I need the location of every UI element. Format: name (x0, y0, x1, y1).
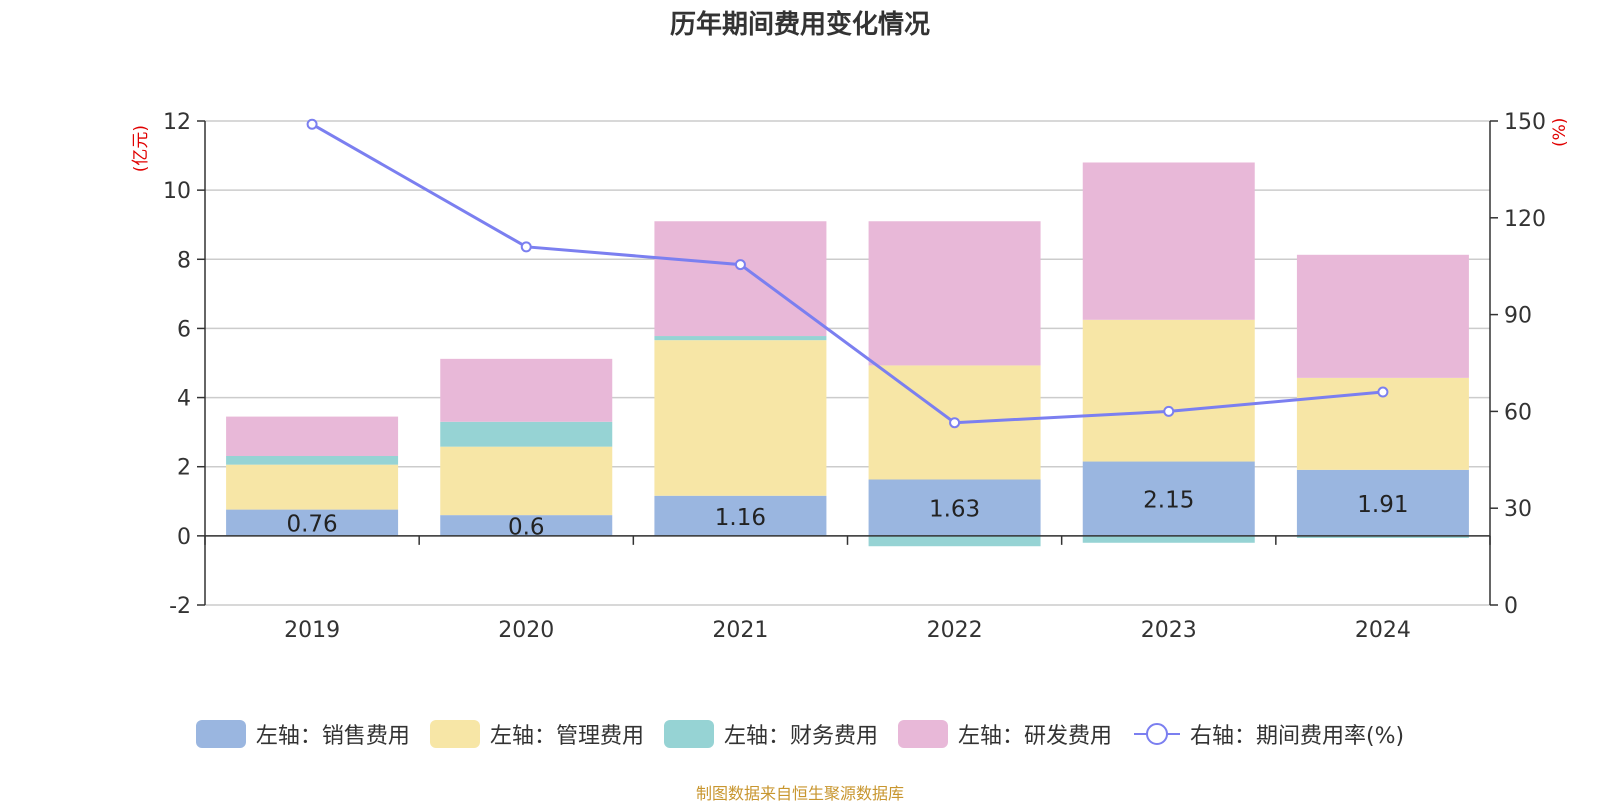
x-tick-label: 2022 (927, 618, 983, 643)
x-tick-label: 2023 (1141, 618, 1197, 643)
bar-左轴-财务费用-2023 (1082, 535, 1255, 543)
y-right-tick-label: 120 (1504, 207, 1546, 232)
data-label: 0.6 (508, 514, 545, 540)
y-left-tick-label: -2 (169, 594, 191, 619)
bar-左轴-管理费用-2019 (226, 464, 399, 510)
bar-左轴-财务费用-2022 (868, 535, 1041, 547)
line-point (734, 259, 746, 271)
legend-line-marker (1133, 723, 1180, 745)
y-left-tick-label: 6 (177, 317, 191, 342)
bar-左轴-销售费用-2020 (440, 515, 613, 536)
data-label: 1.63 (929, 497, 980, 523)
data-label: 2.15 (1143, 488, 1194, 514)
legend-swatch (897, 720, 948, 748)
x-tick-label: 2019 (284, 618, 340, 643)
legend-label: 左轴：财务费用 (723, 724, 878, 749)
data-label: 0.76 (286, 512, 337, 538)
bar-左轴-研发费用-2020 (440, 358, 613, 422)
y-right-tick-label: 0 (1504, 594, 1518, 619)
bar-左轴-研发费用-2021 (654, 221, 827, 337)
line-point (949, 417, 961, 429)
y-left-tick-label: 10 (163, 179, 191, 204)
y-left-tick-label: 8 (177, 248, 191, 273)
bar-左轴-销售费用-2024 (1296, 469, 1469, 536)
bar-左轴-财务费用-2021 (654, 336, 827, 341)
y-left-tick-label: 12 (163, 110, 191, 135)
bar-左轴-销售费用-2022 (868, 479, 1041, 536)
legend-item[interactable]: 左轴：管理费用 (429, 718, 644, 750)
bar-左轴-销售费用-2019 (226, 509, 399, 536)
bar-左轴-管理费用-2023 (1082, 319, 1255, 462)
legend: 左轴：销售费用 左轴：管理费用 左轴：财务费用 左轴：研发费用 右轴：期间费用率(%) (0, 718, 1600, 750)
legend-swatch (663, 720, 714, 748)
y-right-tick-label: 30 (1504, 497, 1532, 522)
legend-label: 右轴：期间费用率(%) (1189, 724, 1405, 749)
bar-左轴-财务费用-2020 (440, 421, 613, 447)
source-note: 制图数据来自恒生聚源数据库 (695, 784, 904, 803)
legend-label: 左轴：管理费用 (489, 724, 644, 749)
y-left-tick-label: 0 (177, 525, 191, 550)
y-left-tick-label: 2 (177, 456, 191, 481)
x-tick-label: 2024 (1355, 618, 1411, 643)
bar-左轴-研发费用-2023 (1082, 162, 1255, 320)
y-right-tick-label: 150 (1504, 110, 1546, 135)
legend-item[interactable]: 右轴：期间费用率(%) (1132, 718, 1404, 750)
bar-左轴-财务费用-2019 (226, 455, 399, 465)
legend-item[interactable]: 左轴：财务费用 (663, 718, 878, 750)
chart-title: 历年期间费用变化情况 (669, 10, 930, 40)
line-point (520, 241, 532, 253)
line-point (1377, 386, 1389, 398)
legend-label: 左轴：研发费用 (957, 724, 1112, 749)
line-point (306, 118, 318, 130)
y-right-tick-label: 90 (1504, 304, 1532, 329)
bar-左轴-销售费用-2023 (1082, 461, 1255, 536)
bar-左轴-管理费用-2020 (440, 446, 613, 516)
x-tick-label: 2020 (498, 618, 554, 643)
data-label: 1.91 (1357, 492, 1408, 518)
line-expense-ratio (311, 122, 1384, 425)
data-label: 1.16 (715, 505, 766, 531)
legend-swatch (195, 720, 246, 748)
legend-label: 左轴：销售费用 (255, 724, 410, 749)
y-left-tick-label: 4 (177, 387, 191, 412)
bar-左轴-财务费用-2024 (1296, 535, 1469, 538)
legend-item[interactable]: 左轴：研发费用 (897, 718, 1112, 750)
bar-左轴-研发费用-2019 (226, 416, 399, 456)
line-point (1163, 405, 1175, 417)
y-right-axis-label: (%) (1550, 118, 1570, 147)
y-left-axis-label: (亿元) (131, 125, 151, 172)
y-right-tick-label: 60 (1504, 400, 1532, 425)
legend-swatch (429, 720, 480, 748)
legend-item[interactable]: 左轴：销售费用 (195, 718, 410, 750)
x-tick-label: 2021 (712, 618, 768, 643)
bar-左轴-销售费用-2021 (654, 495, 827, 536)
bar-左轴-研发费用-2024 (1296, 254, 1469, 378)
bar-左轴-管理费用-2021 (654, 340, 827, 496)
bar-左轴-研发费用-2022 (868, 221, 1041, 366)
